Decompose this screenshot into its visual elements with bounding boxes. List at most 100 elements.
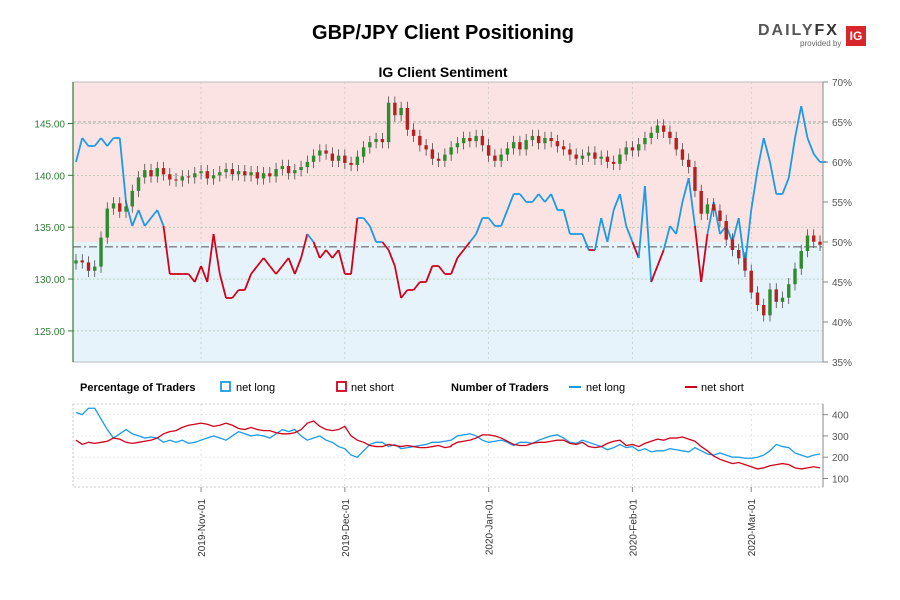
- candle-body: [243, 171, 247, 176]
- ig-logo-icon: IG: [846, 26, 866, 46]
- candle-body: [643, 138, 647, 145]
- candle-body: [199, 171, 203, 174]
- legend-pct-short-label: net short: [351, 382, 394, 394]
- sentiment-segment: [531, 193, 540, 203]
- candle-body: [230, 169, 235, 175]
- x-tick-label: 2020-Feb-01: [628, 499, 639, 557]
- candle-body: [818, 241, 822, 245]
- candle-body: [568, 149, 572, 155]
- candle-body: [693, 167, 697, 191]
- sentiment-segment: [462, 241, 471, 251]
- candle-body: [618, 154, 622, 164]
- candle-body: [593, 152, 597, 159]
- candle-body: [299, 167, 303, 171]
- candle-body: [574, 154, 578, 159]
- candle-body: [236, 171, 241, 175]
- candle-body: [774, 289, 778, 302]
- sentiment-segment: [137, 209, 146, 227]
- sentiment-tick-label: 40%: [832, 318, 852, 329]
- legend: Percentage of Traders net long net short Nu…: [80, 381, 744, 394]
- candle-body: [99, 237, 103, 267]
- candle-body: [730, 239, 735, 250]
- candle-body: [168, 174, 172, 180]
- candle-body: [205, 171, 209, 179]
- candle-body: [430, 149, 435, 159]
- traders-series-net-short: [75, 420, 821, 470]
- sentiment-segment: [100, 137, 108, 147]
- sentiment-segment: [125, 201, 134, 227]
- sentiment-segment: [262, 257, 271, 267]
- traders-tick-label: 100: [832, 474, 849, 485]
- candle-body: [530, 135, 535, 141]
- sentiment-segment: [387, 249, 396, 267]
- candle-body: [705, 204, 710, 214]
- candle-body: [536, 135, 541, 144]
- sentiment-segment: [469, 233, 477, 243]
- candle-body: [111, 203, 116, 209]
- candle-body: [305, 161, 310, 168]
- sentiment-segment: [681, 177, 690, 203]
- candle-body: [124, 206, 128, 212]
- sentiment-segment: [475, 217, 484, 235]
- x-tick-label: 2019-Nov-01: [197, 499, 208, 557]
- candle-body: [174, 179, 178, 181]
- sentiment-tick-label: 55%: [832, 198, 852, 209]
- candle-body: [186, 176, 191, 178]
- main-panel-background: [73, 82, 823, 362]
- sentiment-segment: [293, 257, 302, 275]
- candle-body: [524, 140, 528, 150]
- sentiment-segment: [794, 105, 803, 139]
- candle-body: [762, 304, 766, 316]
- sentiment-segment: [81, 137, 90, 147]
- sentiment-segment: [644, 185, 653, 283]
- legend-pct-long-label: net long: [236, 382, 275, 394]
- candle-body: [336, 155, 341, 161]
- sentiment-segment: [813, 153, 821, 163]
- sentiment-segment: [325, 249, 334, 259]
- sentiment-segment: [94, 137, 102, 147]
- x-tick-label: 2019-Dec-01: [341, 499, 352, 557]
- sentiment-lines: [75, 105, 827, 299]
- sentiment-segment: [519, 193, 527, 203]
- traders-panel-border: [72, 403, 824, 488]
- candle-body: [318, 150, 322, 156]
- candle-body: [380, 139, 385, 143]
- sentiment-segment: [369, 225, 377, 243]
- candle-body: [455, 143, 460, 148]
- candle-body: [355, 156, 360, 165]
- legend-pct-short-swatch: [336, 381, 347, 392]
- candle-body: [274, 169, 278, 177]
- sentiment-segment: [769, 161, 778, 195]
- sentiment-segment: [193, 265, 202, 283]
- candle-body: [586, 152, 591, 156]
- sentiment-segment: [206, 233, 215, 283]
- candle-body: [343, 155, 347, 163]
- candle-body: [249, 172, 253, 176]
- price-tick-label: 135.00: [34, 223, 65, 234]
- sentiment-segment: [437, 265, 446, 275]
- sentiment-segment: [75, 137, 84, 163]
- candle-body: [474, 135, 478, 142]
- sentiment-segment: [756, 137, 765, 171]
- candle-body: [687, 159, 691, 168]
- candle-body: [261, 173, 266, 179]
- sentiment-segment: [550, 193, 559, 211]
- price-tick-label: 125.00: [34, 327, 65, 338]
- sentiment-segment: [781, 177, 790, 195]
- candle-body: [80, 260, 84, 263]
- candle-body: [724, 220, 728, 240]
- candle-body: [480, 135, 485, 146]
- sentiment-segment: [762, 137, 771, 163]
- sentiment-segment: [687, 177, 696, 227]
- sentiment-segment: [306, 233, 315, 243]
- sentiment-segment: [212, 233, 221, 275]
- sentiment-segment: [319, 249, 327, 259]
- candle-body: [486, 145, 491, 156]
- sentiment-segment: [675, 201, 684, 235]
- legend-num-short-label: net short: [701, 382, 744, 394]
- sentiment-segment: [669, 225, 677, 235]
- logo-brand: DAILYFX: [758, 22, 839, 40]
- candle-body: [599, 156, 603, 159]
- sentiment-segment: [544, 193, 552, 203]
